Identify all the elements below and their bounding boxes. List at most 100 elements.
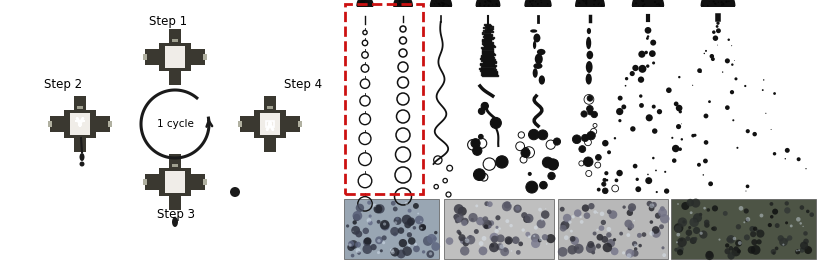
Bar [240, 116, 254, 132]
Circle shape [606, 179, 609, 181]
Circle shape [407, 5, 408, 7]
Circle shape [785, 238, 789, 242]
Circle shape [726, 237, 731, 242]
Circle shape [602, 140, 609, 146]
Circle shape [677, 249, 683, 255]
Bar [345, 4, 423, 194]
Circle shape [619, 232, 623, 236]
Circle shape [352, 211, 362, 221]
Circle shape [399, 0, 401, 1]
Circle shape [649, 50, 656, 57]
Circle shape [502, 201, 512, 211]
Circle shape [533, 235, 536, 237]
Bar [169, 154, 181, 168]
Circle shape [642, 0, 644, 2]
Circle shape [456, 230, 460, 234]
Circle shape [398, 0, 400, 2]
Circle shape [725, 105, 730, 110]
Circle shape [427, 234, 437, 244]
Circle shape [606, 232, 612, 238]
Circle shape [479, 4, 480, 5]
Circle shape [391, 250, 395, 254]
Circle shape [346, 224, 349, 228]
Bar [143, 54, 147, 60]
Circle shape [614, 178, 618, 182]
Circle shape [377, 251, 380, 254]
Bar [165, 46, 185, 68]
Bar [444, 199, 554, 259]
Circle shape [649, 203, 654, 208]
Circle shape [602, 182, 606, 186]
Circle shape [600, 4, 603, 7]
Circle shape [678, 148, 682, 151]
Ellipse shape [586, 37, 591, 49]
Circle shape [699, 230, 708, 239]
Circle shape [541, 210, 550, 219]
Circle shape [649, 231, 654, 236]
Circle shape [579, 146, 586, 152]
Circle shape [542, 234, 548, 240]
Bar [286, 116, 300, 132]
Circle shape [654, 1, 656, 3]
Circle shape [418, 212, 419, 215]
Circle shape [410, 4, 411, 7]
Circle shape [732, 119, 735, 121]
Circle shape [622, 251, 625, 254]
Circle shape [611, 247, 618, 255]
Circle shape [355, 204, 364, 212]
Circle shape [535, 1, 536, 2]
Ellipse shape [532, 68, 538, 78]
Circle shape [711, 57, 715, 61]
Bar [96, 116, 110, 132]
Circle shape [672, 137, 673, 139]
Circle shape [591, 250, 595, 254]
Circle shape [618, 96, 622, 101]
Circle shape [391, 201, 396, 206]
Circle shape [546, 234, 555, 243]
Polygon shape [632, 0, 663, 6]
Circle shape [676, 124, 681, 129]
Circle shape [491, 117, 501, 128]
Circle shape [800, 242, 808, 250]
Circle shape [697, 68, 702, 73]
Circle shape [446, 4, 448, 6]
Circle shape [585, 2, 587, 4]
Circle shape [772, 209, 778, 215]
Circle shape [368, 221, 373, 225]
Circle shape [649, 220, 654, 224]
Bar [266, 121, 274, 127]
Bar [267, 106, 273, 109]
Circle shape [407, 232, 412, 237]
Circle shape [664, 171, 667, 173]
Circle shape [652, 105, 656, 109]
Circle shape [751, 245, 761, 255]
Circle shape [725, 243, 730, 248]
Circle shape [652, 128, 658, 134]
Circle shape [230, 187, 240, 197]
Circle shape [441, 4, 444, 7]
Circle shape [413, 203, 419, 209]
Circle shape [681, 123, 682, 124]
Circle shape [603, 178, 606, 182]
Circle shape [652, 229, 661, 238]
Circle shape [586, 2, 587, 4]
Circle shape [626, 249, 634, 258]
Circle shape [521, 212, 527, 219]
Circle shape [686, 230, 692, 236]
Circle shape [674, 248, 678, 252]
Circle shape [677, 217, 687, 227]
Circle shape [382, 241, 385, 244]
Circle shape [529, 1, 532, 3]
Circle shape [414, 243, 417, 246]
Circle shape [645, 51, 648, 54]
Circle shape [677, 246, 684, 252]
Circle shape [568, 220, 572, 224]
Circle shape [531, 233, 540, 242]
Circle shape [721, 4, 723, 6]
Circle shape [704, 222, 709, 228]
Circle shape [716, 28, 721, 33]
Circle shape [625, 77, 628, 80]
Circle shape [478, 134, 483, 139]
Circle shape [471, 218, 474, 221]
Circle shape [515, 206, 520, 211]
